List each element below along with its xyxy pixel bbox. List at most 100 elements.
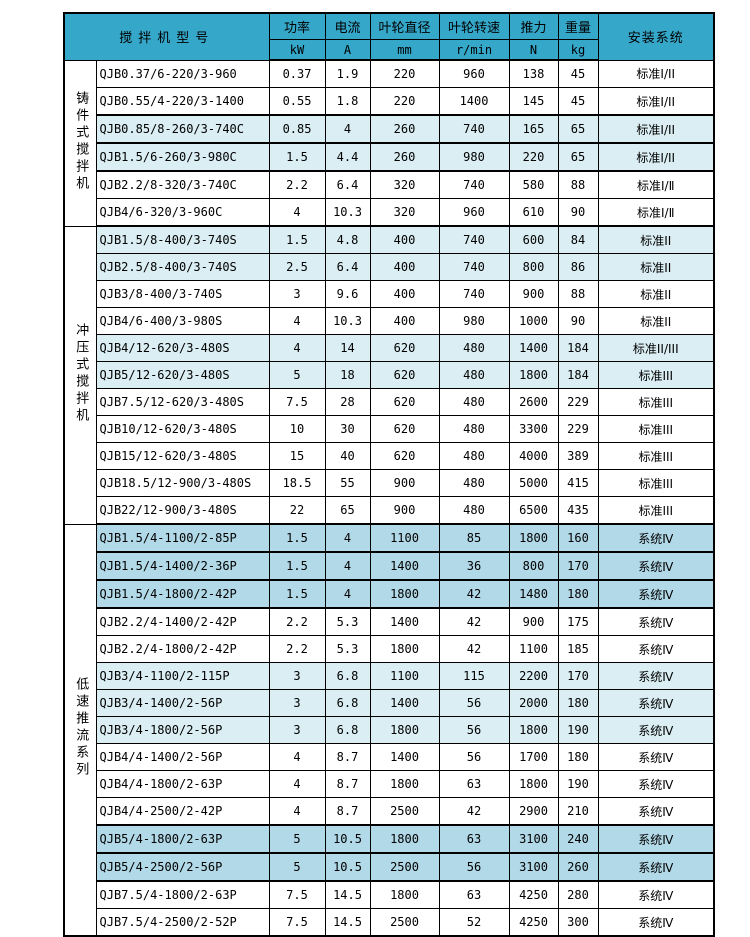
speed-cell: 480 [438, 469, 510, 497]
diameter-cell: 260 [369, 114, 440, 144]
model-cell: QJB4/4-1800/2-63P [95, 770, 270, 798]
column-header-diameter: 叶轮直径 [369, 12, 440, 40]
power-cell: 4 [268, 743, 326, 771]
diameter-cell: 1400 [369, 743, 440, 771]
column-header-power: 功率 [268, 12, 326, 40]
current-cell: 14.5 [324, 880, 371, 909]
thrust-cell: 1800 [508, 716, 559, 744]
unit-speed: r/min [438, 39, 510, 61]
table-row: QJB4/4-1800/2-63P 4 8.7 1800 63 1800 190 系统Ⅳ [64, 770, 715, 798]
weight-cell: 300 [557, 908, 599, 937]
current-cell: 14.5 [324, 908, 371, 937]
table-header: 搅拌机型号 功率 电流 叶轮直径 叶轮转速 推力 重量 安装系统 kW A mm… [63, 12, 715, 61]
power-cell: 4 [268, 770, 326, 798]
current-cell: 5.3 [324, 607, 371, 636]
thrust-cell: 900 [508, 280, 559, 308]
power-cell: 4 [268, 198, 326, 227]
thrust-cell: 610 [508, 198, 559, 227]
diameter-cell: 620 [369, 388, 440, 416]
model-cell: QJB7.5/12-620/3-480S [95, 388, 270, 416]
thrust-cell: 138 [508, 59, 559, 88]
table-row: QJB7.5/12-620/3-480S 7.5 28 620 480 2600 229 标准… [64, 388, 715, 416]
table-row: QJB4/6-320/3-960C 4 10.3 320 960 610 90 标准I/Ⅱ [64, 198, 715, 227]
model-cell: QJB0.55/4-220/3-1400 [95, 87, 270, 116]
table-row: QJB5/4-1800/2-63P 5 10.5 1800 63 3100 240 系统Ⅳ [64, 824, 715, 854]
thrust-cell: 600 [508, 225, 559, 254]
speed-cell: 56 [438, 852, 510, 882]
power-cell: 7.5 [268, 908, 326, 937]
model-cell: QJB3/8-400/3-740S [95, 280, 270, 308]
install-system-cell: 标准II [597, 253, 715, 281]
diameter-cell: 1800 [369, 635, 440, 663]
current-cell: 65 [324, 496, 371, 525]
unit-thrust: N [508, 39, 559, 61]
power-cell: 2.2 [268, 607, 326, 636]
install-system-cell: 标准I/Ⅱ [597, 170, 715, 199]
model-cell: QJB4/12-620/3-480S [95, 334, 270, 362]
install-system-cell: 系统Ⅳ [597, 689, 715, 717]
speed-cell: 480 [438, 496, 510, 525]
install-system-cell: 标准Ⅰ/II [597, 87, 715, 116]
thrust-cell: 1100 [508, 635, 559, 663]
thrust-cell: 800 [508, 551, 559, 581]
current-cell: 10.5 [324, 852, 371, 882]
power-cell: 3 [268, 280, 326, 308]
mixer-spec-table: 搅拌机型号 功率 电流 叶轮直径 叶轮转速 推力 重量 安装系统 kW A mm… [63, 12, 716, 937]
install-system-cell: 系统Ⅳ [597, 662, 715, 690]
thrust-cell: 6500 [508, 496, 559, 525]
speed-cell: 480 [438, 442, 510, 470]
speed-cell: 56 [438, 743, 510, 771]
model-cell: QJB4/6-320/3-960C [95, 198, 270, 227]
current-cell: 4 [324, 523, 371, 553]
speed-cell: 63 [438, 824, 510, 854]
diameter-cell: 220 [369, 59, 440, 88]
weight-cell: 280 [557, 880, 599, 909]
speed-cell: 960 [438, 59, 510, 88]
table-row: QJB10/12-620/3-480S 10 30 620 480 3300 229 标准II… [64, 415, 715, 443]
thrust-cell: 900 [508, 607, 559, 636]
speed-cell: 960 [438, 198, 510, 227]
table-row: QJB5/12-620/3-480S 5 18 620 480 1800 184 标准III [64, 361, 715, 389]
column-header-speed: 叶轮转速 [438, 12, 510, 40]
diameter-cell: 260 [369, 142, 440, 172]
diameter-cell: 1800 [369, 824, 440, 854]
weight-cell: 260 [557, 852, 599, 882]
diameter-cell: 400 [369, 225, 440, 254]
current-cell: 18 [324, 361, 371, 389]
power-cell: 2.2 [268, 635, 326, 663]
power-cell: 2.5 [268, 253, 326, 281]
install-system-cell: 系统Ⅳ [597, 824, 715, 854]
power-cell: 0.85 [268, 114, 326, 144]
power-cell: 4 [268, 307, 326, 335]
group-label-text: 低速推流系列 [73, 677, 89, 780]
power-cell: 1.5 [268, 551, 326, 581]
unit-diameter: mm [369, 39, 440, 61]
speed-cell: 42 [438, 797, 510, 826]
model-cell: QJB5/4-2500/2-56P [95, 852, 270, 882]
weight-cell: 170 [557, 551, 599, 581]
install-system-cell: 系统Ⅳ [597, 852, 715, 882]
speed-cell: 740 [438, 225, 510, 254]
diameter-cell: 400 [369, 280, 440, 308]
thrust-cell: 1400 [508, 334, 559, 362]
install-system-cell: 标准III [597, 442, 715, 470]
thrust-cell: 3100 [508, 824, 559, 854]
thrust-cell: 2600 [508, 388, 559, 416]
power-cell: 5 [268, 824, 326, 854]
current-cell: 1.8 [324, 87, 371, 116]
install-system-cell: 系统Ⅳ [597, 770, 715, 798]
diameter-cell: 1800 [369, 716, 440, 744]
thrust-cell: 2200 [508, 662, 559, 690]
diameter-cell: 1400 [369, 607, 440, 636]
install-system-cell: 系统Ⅳ [597, 551, 715, 581]
current-cell: 10.3 [324, 307, 371, 335]
table-row: QJB7.5/4-1800/2-63P 7.5 14.5 1800 63 4250 280 系… [64, 880, 715, 909]
speed-cell: 115 [438, 662, 510, 690]
machine-type-group-label: 低速推流系列 [63, 523, 97, 937]
weight-cell: 240 [557, 824, 599, 854]
weight-cell: 170 [557, 662, 599, 690]
model-cell: QJB2.2/8-320/3-740C [95, 170, 270, 199]
power-cell: 5 [268, 361, 326, 389]
speed-cell: 480 [438, 388, 510, 416]
current-cell: 10.5 [324, 824, 371, 854]
